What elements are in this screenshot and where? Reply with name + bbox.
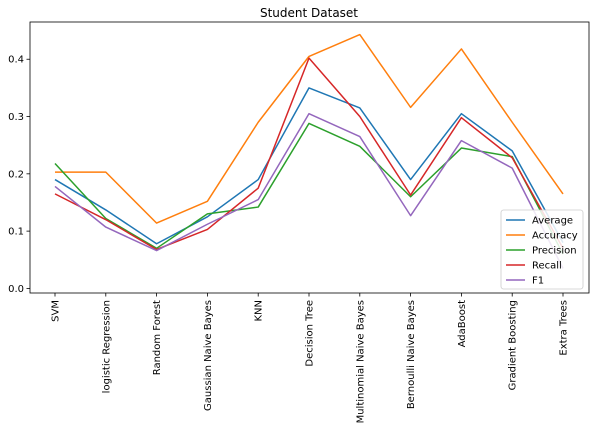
x-tick-label: AdaBoost [457, 300, 468, 347]
x-tick-label: Extra Trees [559, 300, 570, 356]
legend: Average Accuracy Precision Recall F1 [500, 209, 584, 290]
plot-area [54, 33, 564, 269]
plot-frame [29, 21, 590, 294]
x-tick-label: SVM [51, 300, 62, 322]
legend-label: Recall [532, 261, 562, 272]
legend-label: Average [532, 216, 573, 227]
x-tick-label: Multinomial Naive Bayes [355, 300, 366, 423]
y-tick-label: 0.1 [8, 227, 24, 238]
series-line-precision [54, 122, 564, 255]
x-tick-label: Gaussian Naive Bayes [203, 300, 214, 411]
legend-box [500, 209, 584, 290]
x-tick-label: logistic Regression [101, 300, 112, 393]
legend-label: F1 [532, 276, 544, 287]
y-tick-label: 0.3 [8, 112, 24, 123]
series-line-recall [54, 57, 564, 251]
y-axis: 0.0 0.1 0.2 0.3 0.4 [8, 55, 30, 295]
y-tick-label: 0.4 [8, 55, 24, 66]
legend-label: Precision [532, 246, 577, 257]
y-tick-label: 0.0 [8, 284, 24, 295]
x-tick-label: Gradient Boosting [508, 300, 519, 390]
series-line-average [54, 87, 564, 245]
x-axis: SVM logistic Regression Random Forest Gauss… [51, 293, 570, 423]
x-tick-label: KNN [254, 300, 265, 322]
legend-label: Accuracy [532, 231, 578, 242]
y-tick-label: 0.2 [8, 169, 24, 180]
x-tick-label: Bernoulli Naive Bayes [406, 300, 417, 409]
chart-title: Student Dataset [260, 6, 358, 20]
x-tick-label: Decision Tree [305, 300, 316, 367]
series-line-f1 [54, 112, 564, 269]
series-line-accuracy [55, 33, 564, 224]
x-tick-label: Random Forest [152, 300, 163, 375]
